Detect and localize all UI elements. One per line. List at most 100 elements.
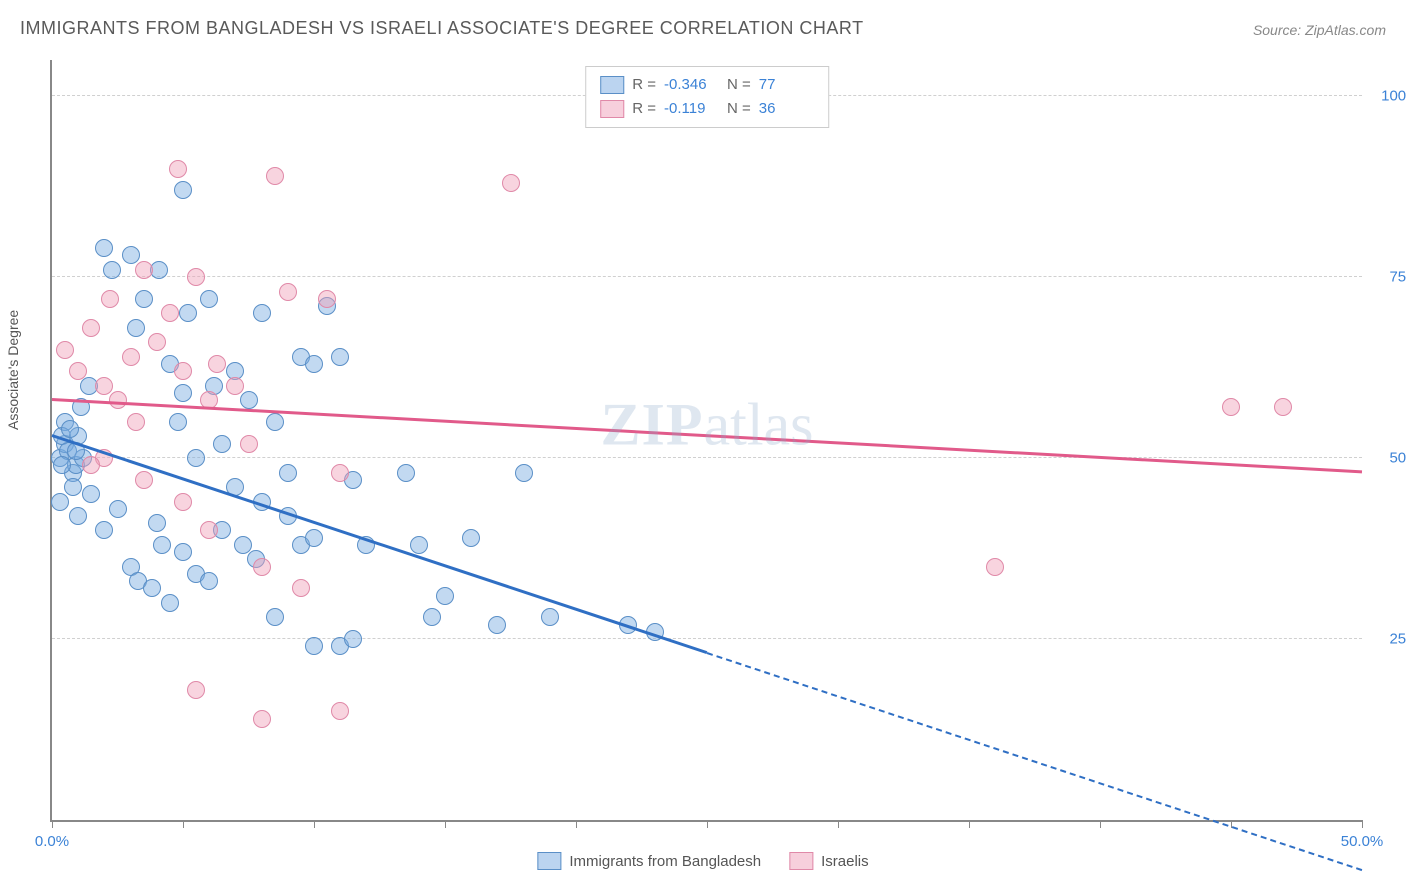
regression-line bbox=[52, 434, 708, 654]
legend-n-label: N = bbox=[727, 73, 751, 97]
data-point bbox=[200, 290, 218, 308]
data-point bbox=[56, 341, 74, 359]
data-point bbox=[986, 558, 1004, 576]
data-point bbox=[344, 630, 362, 648]
legend-n-value: 36 bbox=[759, 97, 814, 121]
data-point bbox=[187, 449, 205, 467]
data-point bbox=[148, 514, 166, 532]
data-point bbox=[331, 464, 349, 482]
legend-stats-row: R = -0.346 N = 77 bbox=[600, 73, 814, 97]
xtick bbox=[1362, 820, 1363, 828]
ytick-label: 25.0% bbox=[1372, 631, 1406, 648]
data-point bbox=[305, 637, 323, 655]
xtick bbox=[1100, 820, 1101, 828]
data-point bbox=[135, 261, 153, 279]
data-point bbox=[213, 435, 231, 453]
data-point bbox=[169, 413, 187, 431]
gridline bbox=[52, 276, 1362, 277]
data-point bbox=[253, 558, 271, 576]
data-point bbox=[174, 543, 192, 561]
data-point bbox=[200, 521, 218, 539]
xtick bbox=[969, 820, 970, 828]
data-point bbox=[187, 268, 205, 286]
data-point bbox=[266, 608, 284, 626]
regression-line bbox=[707, 652, 1363, 871]
source-label: Source: ZipAtlas.com bbox=[1253, 22, 1386, 38]
data-point bbox=[541, 608, 559, 626]
xtick-label: 50.0% bbox=[1341, 833, 1384, 850]
xtick bbox=[314, 820, 315, 828]
legend-label: Israelis bbox=[821, 853, 869, 870]
data-point bbox=[515, 464, 533, 482]
data-point bbox=[234, 536, 252, 554]
data-point bbox=[82, 485, 100, 503]
data-point bbox=[179, 304, 197, 322]
data-point bbox=[135, 290, 153, 308]
legend-label: Immigrants from Bangladesh bbox=[569, 853, 761, 870]
watermark-zip: ZIP bbox=[601, 391, 704, 457]
data-point bbox=[226, 377, 244, 395]
data-point bbox=[305, 355, 323, 373]
watermark-atlas: atlas bbox=[704, 391, 814, 457]
data-point bbox=[331, 702, 349, 720]
chart-title: IMMIGRANTS FROM BANGLADESH VS ISRAELI AS… bbox=[20, 18, 864, 39]
data-point bbox=[153, 536, 171, 554]
data-point bbox=[95, 377, 113, 395]
legend-n-label: N = bbox=[727, 97, 751, 121]
data-point bbox=[53, 456, 71, 474]
ytick-label: 75.0% bbox=[1372, 269, 1406, 286]
data-point bbox=[410, 536, 428, 554]
data-point bbox=[423, 608, 441, 626]
swatch-blue-icon bbox=[537, 852, 561, 870]
data-point bbox=[127, 319, 145, 337]
data-point bbox=[127, 413, 145, 431]
gridline bbox=[52, 457, 1362, 458]
scatter-plot-area: R = -0.346 N = 77 R = -0.119 N = 36 ZIPa… bbox=[50, 60, 1362, 822]
data-point bbox=[82, 456, 100, 474]
data-point bbox=[436, 587, 454, 605]
data-point bbox=[143, 579, 161, 597]
data-point bbox=[279, 283, 297, 301]
legend-stats: R = -0.346 N = 77 R = -0.119 N = 36 bbox=[585, 66, 829, 128]
data-point bbox=[61, 420, 79, 438]
data-point bbox=[95, 521, 113, 539]
legend-r-value: -0.346 bbox=[664, 73, 719, 97]
data-point bbox=[174, 362, 192, 380]
data-point bbox=[174, 493, 192, 511]
xtick bbox=[707, 820, 708, 828]
xtick bbox=[838, 820, 839, 828]
legend-bottom: Immigrants from Bangladesh Israelis bbox=[537, 852, 868, 870]
xtick-label: 0.0% bbox=[35, 833, 69, 850]
data-point bbox=[305, 529, 323, 547]
gridline bbox=[52, 638, 1362, 639]
data-point bbox=[488, 616, 506, 634]
data-point bbox=[240, 435, 258, 453]
data-point bbox=[502, 174, 520, 192]
data-point bbox=[101, 290, 119, 308]
data-point bbox=[122, 246, 140, 264]
y-axis-label: Associate's Degree bbox=[5, 310, 21, 430]
xtick bbox=[576, 820, 577, 828]
data-point bbox=[103, 261, 121, 279]
data-point bbox=[51, 493, 69, 511]
data-point bbox=[169, 160, 187, 178]
data-point bbox=[208, 355, 226, 373]
xtick bbox=[445, 820, 446, 828]
data-point bbox=[266, 413, 284, 431]
xtick bbox=[52, 820, 53, 828]
watermark: ZIPatlas bbox=[601, 390, 814, 459]
data-point bbox=[462, 529, 480, 547]
data-point bbox=[253, 710, 271, 728]
data-point bbox=[279, 464, 297, 482]
swatch-pink-icon bbox=[789, 852, 813, 870]
ytick-label: 50.0% bbox=[1372, 450, 1406, 467]
data-point bbox=[95, 239, 113, 257]
data-point bbox=[240, 391, 258, 409]
data-point bbox=[109, 500, 127, 518]
data-point bbox=[253, 304, 271, 322]
data-point bbox=[292, 579, 310, 597]
data-point bbox=[266, 167, 284, 185]
data-point bbox=[148, 333, 166, 351]
swatch-pink-icon bbox=[600, 100, 624, 118]
data-point bbox=[174, 181, 192, 199]
